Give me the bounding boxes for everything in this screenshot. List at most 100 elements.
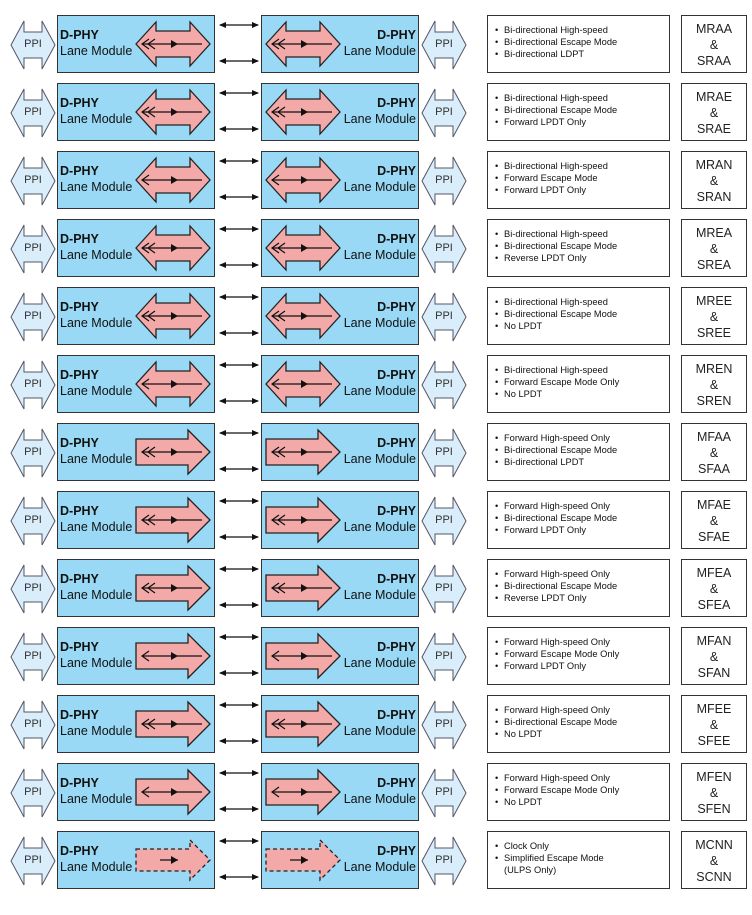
feature-list-box: • Clock Only • Simplified Escape Mode (ULPS … (487, 831, 670, 889)
ppi-interface-left: PPI (10, 287, 56, 347)
config-code-box: MRAA & SRAA (681, 15, 747, 73)
dn-link-icon (219, 670, 259, 676)
slave-code: SREA (696, 258, 732, 272)
code-separator: & (709, 718, 719, 732)
module-title: D-PHY (377, 572, 416, 586)
lane-direction-graphic (265, 20, 341, 68)
escape-lpdt-arrows-icon (290, 856, 308, 864)
dphy-lane-module-left: D-PHY Lane Module (57, 695, 215, 753)
slave-code: SFAE (698, 530, 730, 544)
feature-text: Bi-directional High-speed (504, 161, 608, 171)
bullet-icon: • (495, 661, 499, 671)
code-separator: & (709, 174, 719, 188)
ppi-interface-left: PPI (10, 491, 56, 551)
feature-text: Forward High-speed Only (504, 501, 610, 511)
feature-list: • Forward High-speed Only • Bi-directional … (488, 696, 669, 740)
feature-item: • Bi-directional High-speed (495, 92, 669, 104)
module-title: D-PHY (377, 436, 416, 450)
feature-text: Bi-directional High-speed (504, 229, 608, 239)
ppi-label: PPI (435, 106, 453, 118)
lane-direction-graphic (265, 700, 341, 748)
feature-item: • Forward LPDT Only (495, 116, 669, 128)
config-code-box: MREE & SREE (681, 287, 747, 345)
feature-item: • Clock Only (495, 840, 669, 852)
bullet-icon: • (495, 729, 499, 739)
feature-item: • Forward High-speed Only (495, 636, 669, 648)
feature-item: • Forward High-speed Only (495, 704, 669, 716)
feature-text: Bi-directional Escape Mode (504, 241, 618, 251)
feature-item: (ULPS Only) (495, 864, 669, 876)
feature-list: • Forward High-speed Only • Bi-directional … (488, 560, 669, 604)
bullet-icon: • (495, 569, 499, 579)
master-code: MRAE (695, 90, 733, 104)
lane-interconnect (215, 491, 263, 551)
master-code: MFAE (696, 498, 732, 512)
lane-config-row: PPI D-PHY Lane Module D-PHY Lane Module PPI • B… (0, 287, 752, 347)
lane-interconnect (215, 559, 263, 619)
ppi-interface-right: PPI (421, 423, 467, 483)
module-label: Lane Module (343, 656, 416, 670)
escape-lpdt-arrows-icon (140, 650, 202, 662)
bullet-icon: • (495, 433, 499, 443)
bullet-icon: • (495, 229, 499, 239)
bullet-icon: • (495, 853, 499, 863)
ppi-label: PPI (24, 310, 42, 322)
ppi-double-arrow-icon (421, 632, 467, 682)
dphy-lane-module-right: D-PHY Lane Module (261, 491, 419, 549)
feature-text: Bi-directional High-speed (504, 365, 608, 375)
bullet-icon: • (495, 797, 499, 807)
dp-link-icon (219, 226, 259, 232)
feature-text: Forward High-speed Only (504, 705, 610, 715)
ppi-interface-left: PPI (10, 219, 56, 279)
feature-list-box: • Forward High-speed Only • Bi-directional … (487, 559, 670, 617)
lane-interconnect (215, 423, 263, 483)
dn-link-icon (219, 874, 259, 880)
ppi-double-arrow-icon (10, 836, 56, 886)
code-separator: & (709, 378, 719, 392)
feature-text: Forward Escape Mode (504, 173, 598, 183)
feature-text: Bi-directional Escape Mode (504, 717, 618, 727)
feature-text: No LPDT (504, 321, 543, 331)
bullet-icon: • (495, 637, 499, 647)
lane-direction-graphic (135, 768, 211, 816)
lane-config-row: PPI D-PHY Lane Module D-PHY Lane Module PPI • B… (0, 83, 752, 143)
slave-code: SREE (696, 326, 732, 340)
slave-code: SFAA (698, 462, 730, 476)
feature-text: Bi-directional Escape Mode (504, 581, 618, 591)
dp-link-icon (219, 770, 259, 776)
ppi-interface-right: PPI (421, 15, 467, 75)
lane-config-row: PPI D-PHY Lane Module D-PHY Lane Module PPI • F… (0, 695, 752, 755)
lane-direction-graphic (265, 224, 341, 272)
master-code: MFEN (696, 770, 732, 784)
bullet-icon: • (495, 161, 499, 171)
ppi-double-arrow-icon (421, 88, 467, 138)
dphy-lane-module-right: D-PHY Lane Module (261, 763, 419, 821)
ppi-double-arrow-icon (10, 292, 56, 342)
ppi-interface-left: PPI (10, 15, 56, 75)
bullet-icon: • (495, 593, 499, 603)
dphy-lane-module-right: D-PHY Lane Module (261, 627, 419, 685)
feature-list-box: • Forward High-speed Only • Bi-directional … (487, 423, 670, 481)
feature-list-box: • Forward High-speed Only • Forward Escape … (487, 763, 670, 821)
module-title: D-PHY (377, 300, 416, 314)
dphy-lane-module-left: D-PHY Lane Module (57, 763, 215, 821)
feature-text: Bi-directional Escape Mode (504, 445, 618, 455)
module-title: D-PHY (60, 572, 99, 586)
master-code: MFEE (696, 702, 732, 716)
module-label: Lane Module (343, 724, 416, 738)
code-separator: & (709, 514, 719, 528)
lane-direction-graphic (135, 564, 211, 612)
escape-lpdt-arrows-icon (160, 856, 178, 864)
bullet-icon: • (495, 173, 499, 183)
feature-item: • No LPDT (495, 728, 669, 740)
lane-direction-graphic (135, 156, 211, 204)
ppi-double-arrow-icon (421, 700, 467, 750)
escape-lpdt-arrows-icon (270, 446, 332, 458)
slave-code: SRAE (696, 122, 732, 136)
ppi-label: PPI (24, 786, 42, 798)
escape-lpdt-arrows-icon (140, 582, 202, 594)
lane-direction-graphic (135, 292, 211, 340)
slave-code: SRAA (696, 54, 732, 68)
dphy-lane-module-right: D-PHY Lane Module (261, 151, 419, 209)
dphy-lane-module-right: D-PHY Lane Module (261, 559, 419, 617)
